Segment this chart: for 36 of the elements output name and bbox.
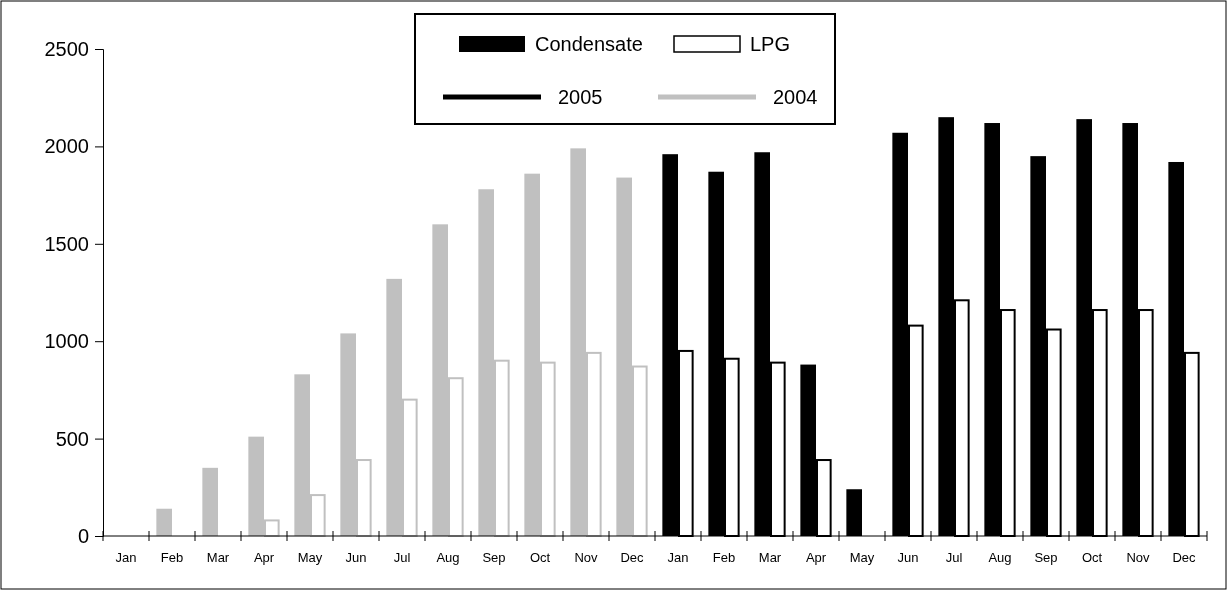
x-tick-label: Aug <box>436 550 460 565</box>
y-tick-label: 1500 <box>44 232 89 255</box>
x-tick-label: Oct <box>529 550 551 565</box>
legend-label: Condensate <box>535 33 643 55</box>
x-tick-label: Jul <box>393 550 411 565</box>
x-tick-label: Apr <box>253 550 275 565</box>
y-tick-label: 1000 <box>44 330 89 353</box>
x-tick-label: Feb <box>712 550 736 565</box>
legend-label: LPG <box>750 33 791 55</box>
x-tick-label: Jul <box>945 550 963 565</box>
x-tick-label: Mar <box>206 550 230 565</box>
x-tick-label: Dec <box>620 550 645 565</box>
legend-label: 2004 <box>773 86 818 108</box>
x-tick-label: Apr <box>805 550 827 565</box>
legend-label: 2005 <box>558 86 603 108</box>
bar <box>202 467 218 536</box>
x-tick-label: Jun <box>897 550 919 565</box>
x-tick-label: Aug <box>988 550 1012 565</box>
x-tick-label: Jan <box>667 550 689 565</box>
x-tick-label: Nov <box>574 550 599 565</box>
x-tick-label: Nov <box>1126 550 1151 565</box>
x-tick-label: May <box>849 550 875 565</box>
y-tick-label: 2500 <box>44 37 89 60</box>
y-tick-label: 2000 <box>44 135 89 158</box>
x-tick-label: Sep <box>1034 550 1058 565</box>
x-tick-label: Oct <box>1081 550 1103 565</box>
x-tick-label: Jan <box>115 550 137 565</box>
x-tick-label: May <box>297 550 323 565</box>
bar <box>156 508 172 536</box>
x-tick-label: Feb <box>160 550 184 565</box>
x-tick-label: Jun <box>345 550 367 565</box>
y-tick-label: 0 <box>77 524 89 547</box>
x-tick-label: Dec <box>1172 550 1197 565</box>
x-tick-label: Sep <box>482 550 506 565</box>
x-tick-label: Mar <box>758 550 782 565</box>
y-tick-label: 500 <box>55 427 89 450</box>
